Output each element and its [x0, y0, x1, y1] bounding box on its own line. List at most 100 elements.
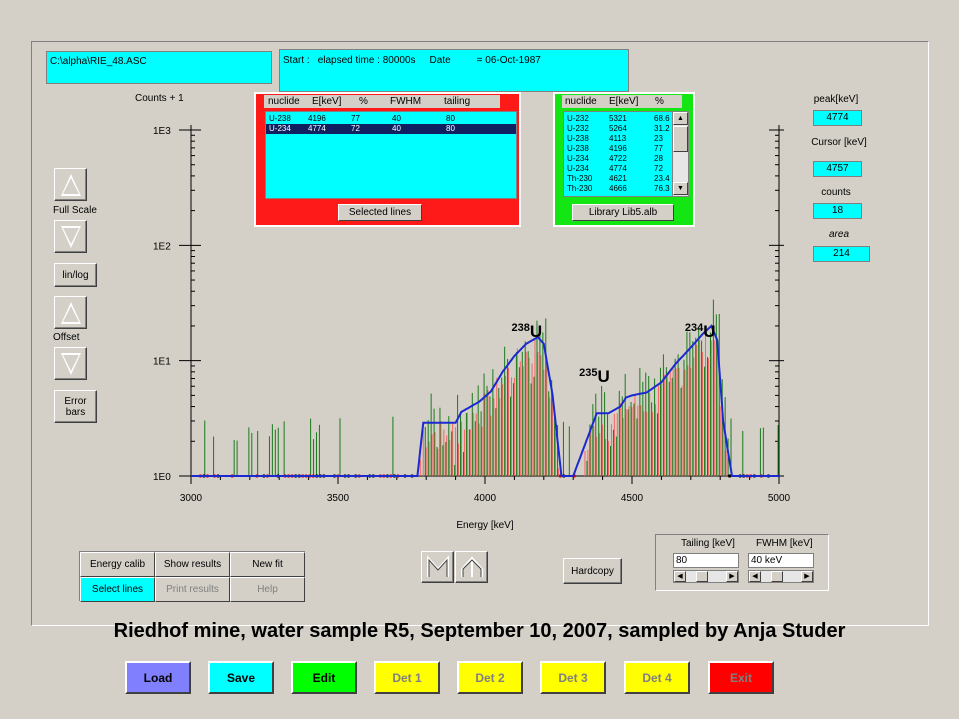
y-tick-label: 1E3	[153, 126, 171, 137]
tailing-fwhm-panel: Tailing [keV] FWHM [keV] ◀ ▶ ◀ ▶	[655, 534, 829, 591]
scroll-left-icon[interactable]: ◀	[674, 571, 686, 582]
tailing-slider[interactable]: ◀ ▶	[673, 570, 739, 583]
cell-nuclide: U-234	[567, 154, 589, 163]
y-tick-label: 1E1	[153, 357, 171, 368]
tailing-input[interactable]	[673, 553, 739, 568]
edit-button[interactable]: Edit	[291, 661, 357, 694]
new-fit-button[interactable]: New fit	[230, 552, 305, 577]
y-tick-label: 1E0	[153, 472, 171, 483]
library-button[interactable]: Library Lib5.alb	[572, 204, 674, 221]
det-1-button[interactable]: Det 1	[374, 661, 440, 694]
cell-energy: 4722	[609, 154, 627, 163]
cell-tailing: 80	[446, 114, 455, 123]
x-tick-label: 3000	[180, 493, 203, 504]
cursor-label: Cursor [keV]	[811, 137, 867, 148]
show-results-button[interactable]: Show results	[155, 552, 230, 577]
library-list[interactable]: U-232 5321 68.6 U-232 5264 31.2 U-238 4113 23 U-2…	[563, 111, 689, 197]
cell-percent: 23.4	[654, 174, 670, 183]
cell-energy: 5321	[609, 114, 627, 123]
library-row[interactable]: Th-230 4666 76.3	[564, 184, 672, 194]
peak-annotation: 238U	[511, 322, 542, 341]
measurement-info: Start : elapsed time : 80000s Date = 06-Oct…	[279, 49, 629, 92]
elapsed-time: elapsed time : 80000s	[317, 55, 416, 66]
select-lines-button[interactable]: Select lines	[80, 577, 155, 602]
offset-label: Offset	[53, 332, 80, 343]
action-button-group: Energy calib Show results New fit Select…	[79, 551, 305, 602]
cell-percent: 28	[654, 154, 663, 163]
scroll-thumb[interactable]	[673, 126, 688, 152]
col-fwhm: FWHM	[390, 96, 422, 107]
print-results-button[interactable]: Print results	[155, 577, 230, 602]
caption: Riedhof mine, water sample R5, September…	[113, 620, 846, 642]
selected-lines-header: nuclide E[keV] % FWHM tailing	[264, 95, 500, 108]
col-percent: %	[359, 96, 368, 107]
col-energy: E[keV]	[312, 96, 342, 107]
peak-annotation: 235U	[579, 367, 610, 386]
scroll-up-icon[interactable]: ▲	[673, 112, 688, 125]
help-button[interactable]: Help	[230, 577, 305, 602]
spectrum-chart[interactable]: 1E0 1E1 1E2 1E3 3000 3500 4000 4500 5000 Energy […	[120, 90, 810, 540]
error-bars-button[interactable]: Error bars	[54, 390, 97, 423]
library-row[interactable]: U-232 5321 68.6	[564, 114, 672, 124]
exit-button[interactable]: Exit	[708, 661, 774, 694]
load-button[interactable]: Load	[125, 661, 191, 694]
offset-up-button[interactable]	[54, 296, 87, 329]
library-row[interactable]: Th-230 4621 23.4	[564, 174, 672, 184]
counts-label: counts	[821, 187, 851, 198]
zoom-in-icon	[426, 555, 449, 577]
full-scale-up-button[interactable]	[54, 168, 87, 201]
cell-nuclide: Th-230	[567, 174, 593, 183]
selected-line-row[interactable]: U-238 4196 77 40 80	[266, 114, 516, 124]
x-tick-label: 5000	[768, 493, 791, 504]
cell-nuclide: U-238	[567, 134, 589, 143]
cell-percent: 72	[654, 164, 663, 173]
area-label: area	[828, 229, 849, 240]
zoom-in-button[interactable]	[421, 551, 454, 583]
col-percent: %	[655, 96, 664, 107]
scroll-right-icon[interactable]: ▶	[726, 571, 738, 582]
library-row[interactable]: U-234 4774 72	[564, 164, 672, 174]
library-row[interactable]: U-238 4113 23	[564, 134, 672, 144]
col-nuclide: nuclide	[268, 96, 300, 107]
zoom-out-button[interactable]	[455, 551, 488, 583]
save-button[interactable]: Save	[208, 661, 274, 694]
scroll-left-icon[interactable]: ◀	[749, 571, 761, 582]
fwhm-label: FWHM [keV]	[756, 538, 813, 549]
det-3-button[interactable]: Det 3	[540, 661, 606, 694]
arrow-down-icon	[60, 352, 81, 375]
slider-thumb[interactable]	[696, 571, 708, 582]
cell-energy: 4113	[609, 134, 627, 143]
x-tick-label: 4500	[621, 493, 644, 504]
selected-lines-list[interactable]: U-238 4196 77 40 80 U-234 4774 72 40 80	[265, 111, 517, 199]
fwhm-input[interactable]	[748, 553, 814, 568]
library-row[interactable]: U-238 4196 77	[564, 144, 672, 154]
cell-energy: 4666	[609, 184, 627, 193]
fwhm-slider[interactable]: ◀ ▶	[748, 570, 814, 583]
det-2-button[interactable]: Det 2	[457, 661, 523, 694]
area-value: 214	[813, 246, 870, 262]
x-tick-label: 4000	[474, 493, 497, 504]
cell-percent: 68.6	[654, 114, 670, 123]
y-axis-label: Counts + 1	[135, 93, 184, 104]
library-row[interactable]: U-232 5264 31.2	[564, 124, 672, 134]
full-scale-down-button[interactable]	[54, 220, 87, 253]
cell-fwhm: 40	[392, 114, 401, 123]
scroll-right-icon[interactable]: ▶	[801, 571, 813, 582]
selected-lines-button[interactable]: Selected lines	[338, 204, 422, 221]
cell-nuclide: U-238	[269, 114, 291, 123]
scroll-down-icon[interactable]: ▼	[673, 182, 688, 195]
offset-down-button[interactable]	[54, 347, 87, 380]
hardcopy-button[interactable]: Hardcopy	[563, 558, 622, 584]
cell-energy: 4774	[609, 164, 627, 173]
cell-nuclide: U-234	[567, 164, 589, 173]
selected-lines-panel: nuclide E[keV] % FWHM tailing U-238 4196 7…	[254, 92, 521, 227]
cell-tailing: 80	[446, 124, 455, 133]
library-row[interactable]: U-234 4722 28	[564, 154, 672, 164]
det-4-button[interactable]: Det 4	[624, 661, 690, 694]
cell-percent: 77	[351, 114, 360, 123]
energy-calib-button[interactable]: Energy calib	[80, 552, 155, 577]
library-scrollbar[interactable]: ▲ ▼	[672, 112, 688, 196]
linlog-button[interactable]: lin/log	[54, 263, 97, 287]
selected-line-row[interactable]: U-234 4774 72 40 80	[266, 124, 516, 134]
slider-thumb[interactable]	[771, 571, 783, 582]
